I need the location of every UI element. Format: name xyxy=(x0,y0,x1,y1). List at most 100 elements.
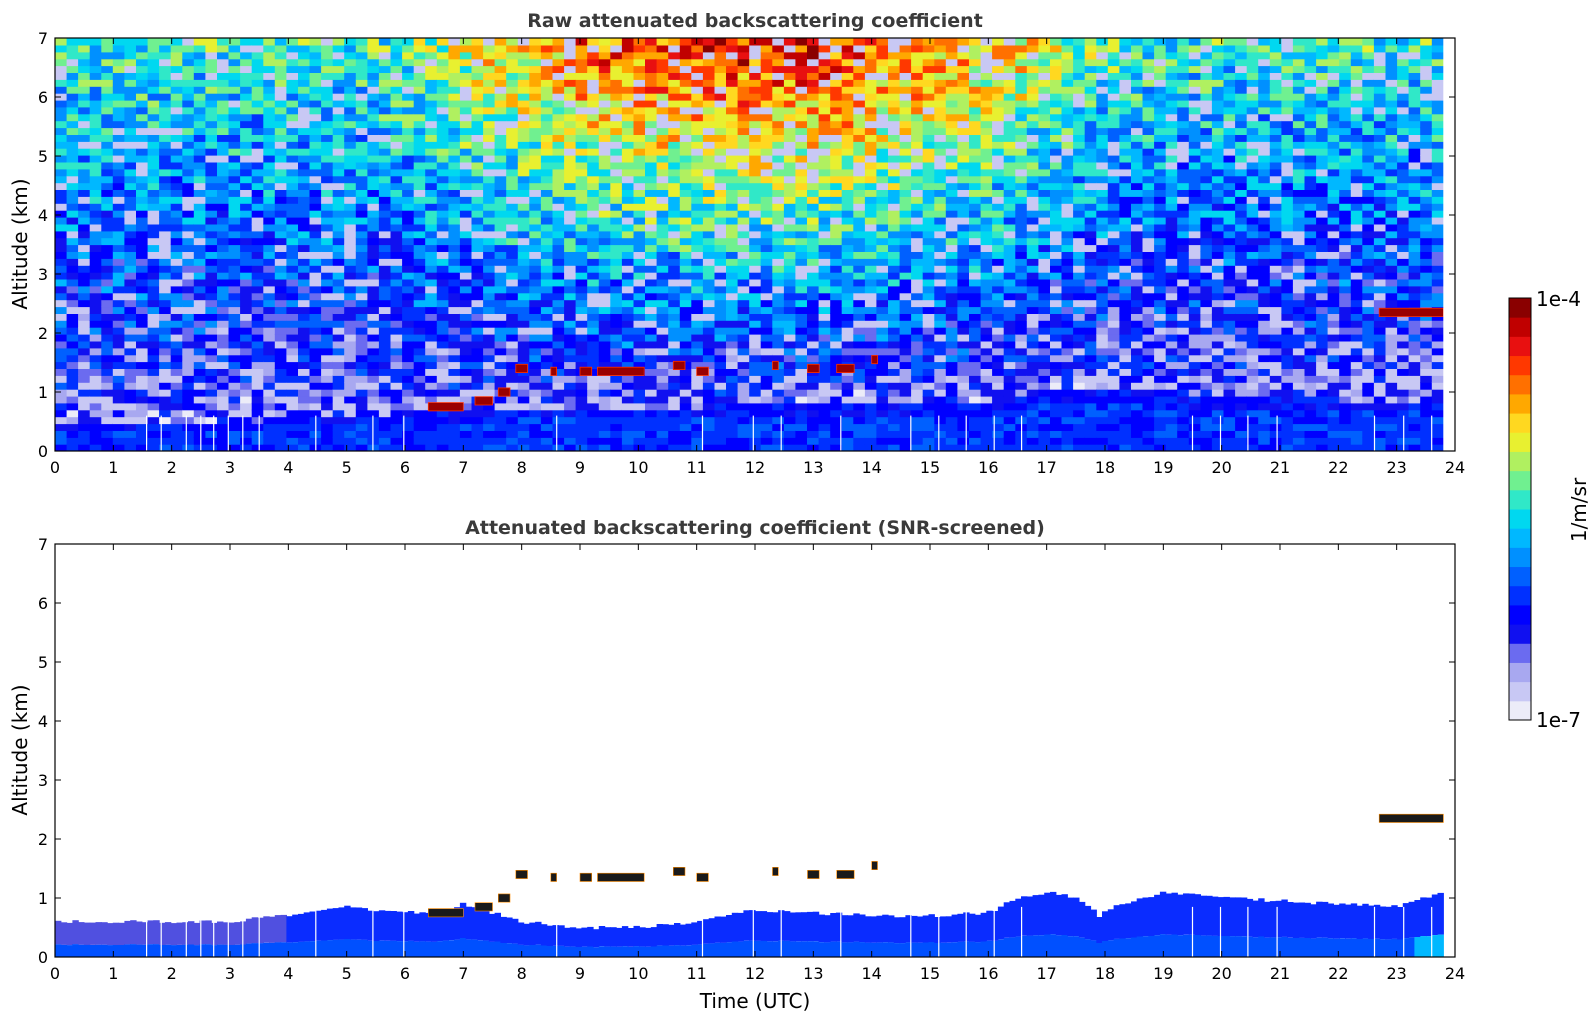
colorbar-step xyxy=(1509,470,1531,491)
chart-title: Raw attenuated backscattering coefficien… xyxy=(527,10,983,32)
colorbar-step xyxy=(1509,509,1531,529)
x-axis-ticks: 0 1 2 3 4 5 6 7 8 9 10 11 12 13 14 15 16 17 18 19 20 21 22 23 24 xyxy=(50,38,1465,477)
x-tick-label: 2 xyxy=(167,964,177,983)
cloud-layer xyxy=(497,387,511,397)
y-axis-label: Altitude (km) xyxy=(8,684,32,815)
x-tick-label: 3 xyxy=(225,458,235,477)
y-axis-ticks: 0 1 2 3 4 5 6 7 xyxy=(38,29,1455,461)
x-tick-label: 4 xyxy=(283,964,293,983)
x-tick-label: 24 xyxy=(1445,964,1465,983)
x-tick-label: 16 xyxy=(978,964,998,983)
plot-frame xyxy=(54,543,1456,958)
x-tick-label: 12 xyxy=(745,964,765,983)
cloud-layer xyxy=(672,866,686,876)
y-tick-label: 3 xyxy=(38,771,48,790)
signal-field xyxy=(55,891,1444,957)
y-tick-label: 5 xyxy=(38,147,48,166)
x-tick-label: 13 xyxy=(803,458,823,477)
x-tick-label: 9 xyxy=(575,964,585,983)
snr-screened-panel: Attenuated backscattering coefficient (S… xyxy=(8,517,1465,1013)
x-tick-label: 10 xyxy=(628,458,648,477)
cloud-layer xyxy=(772,360,779,370)
cloud-layer xyxy=(427,402,464,412)
y-tick-label: 7 xyxy=(38,535,48,554)
cloud-layer xyxy=(427,908,464,918)
raw-backscatter-panel: Raw attenuated backscattering coefficien… xyxy=(8,10,1465,477)
cloud-layer xyxy=(772,866,779,876)
x-tick-label: 24 xyxy=(1445,458,1465,477)
no-data-region xyxy=(1443,38,1455,451)
y-tick-label: 6 xyxy=(38,88,48,107)
colorbar-step xyxy=(1509,317,1531,337)
x-tick-label: 8 xyxy=(517,964,527,983)
x-tick-label: 15 xyxy=(920,964,940,983)
x-tick-label: 2 xyxy=(167,458,177,477)
cloud-layer xyxy=(871,861,878,871)
y-tick-label: 5 xyxy=(38,653,48,672)
colorbar-step xyxy=(1509,355,1531,376)
cloud-layer xyxy=(836,363,855,373)
colorbar-step xyxy=(1509,336,1531,357)
x-tick-label: 5 xyxy=(342,458,352,477)
x-tick-label: 3 xyxy=(225,964,235,983)
x-tick-label: 21 xyxy=(1270,964,1290,983)
colorbar-step xyxy=(1509,298,1531,318)
cloud-layer xyxy=(836,869,855,879)
colorbar-step xyxy=(1509,585,1531,606)
x-tick-label: 6 xyxy=(400,964,410,983)
x-axis-label: Time (UTC) xyxy=(699,989,811,1013)
signal-field xyxy=(55,38,1444,451)
cloud-layer xyxy=(1378,307,1444,317)
x-tick-label: 9 xyxy=(575,458,585,477)
y-tick-label: 0 xyxy=(38,442,48,461)
colorbar-step xyxy=(1509,432,1531,452)
y-tick-label: 2 xyxy=(38,830,48,849)
x-tick-label: 11 xyxy=(686,964,706,983)
x-tick-label: 20 xyxy=(1211,458,1231,477)
colorbar-scale xyxy=(1509,298,1531,721)
cloud-layer xyxy=(579,872,592,882)
x-tick-label: 10 xyxy=(628,964,648,983)
cloud-layer xyxy=(474,902,493,912)
y-tick-label: 1 xyxy=(38,889,48,908)
x-tick-label: 14 xyxy=(861,964,881,983)
colorbar-step xyxy=(1509,489,1531,510)
colorbar-step xyxy=(1509,566,1531,587)
chart-title: Attenuated backscattering coefficient (S… xyxy=(465,517,1045,539)
colorbar-step xyxy=(1509,681,1531,702)
cloud-layer xyxy=(871,354,878,365)
cloud-layer xyxy=(696,872,709,882)
colorbar: 1e-4 1e-7 1/m/sr xyxy=(1508,287,1591,732)
y-tick-label: 4 xyxy=(38,206,48,225)
x-tick-label: 12 xyxy=(745,458,765,477)
x-tick-label: 0 xyxy=(50,458,60,477)
colorbar-step xyxy=(1509,451,1531,472)
y-tick-label: 0 xyxy=(38,948,48,967)
colorbar-step xyxy=(1509,662,1531,683)
cloud-layer xyxy=(550,366,557,376)
x-tick-label: 18 xyxy=(1095,458,1115,477)
y-tick-label: 4 xyxy=(38,712,48,731)
y-axis-label: Altitude (km) xyxy=(8,178,32,309)
y-tick-label: 3 xyxy=(38,265,48,284)
cloud-layer xyxy=(515,869,528,879)
cloud-layer xyxy=(597,872,645,882)
colorbar-step xyxy=(1509,528,1531,548)
x-axis-ticks: 0 1 2 3 4 5 6 7 8 9 10 11 12 13 14 15 16 17 18 19 20 21 22 23 24 xyxy=(50,544,1465,983)
x-tick-label: 21 xyxy=(1270,458,1290,477)
colorbar-step xyxy=(1509,393,1531,414)
colorbar-step xyxy=(1509,604,1531,625)
x-tick-label: 17 xyxy=(1036,458,1056,477)
y-tick-label: 1 xyxy=(38,383,48,402)
x-tick-label: 11 xyxy=(686,458,706,477)
cloud-layer xyxy=(807,363,820,373)
colorbar-step xyxy=(1509,547,1531,568)
colorbar-unit-label: 1/m/sr xyxy=(1567,477,1591,542)
x-tick-label: 13 xyxy=(803,964,823,983)
x-tick-label: 1 xyxy=(108,964,118,983)
colorbar-step xyxy=(1509,643,1531,663)
colorbar-step xyxy=(1509,413,1531,433)
x-tick-label: 23 xyxy=(1386,964,1406,983)
colorbar-step xyxy=(1509,374,1531,395)
